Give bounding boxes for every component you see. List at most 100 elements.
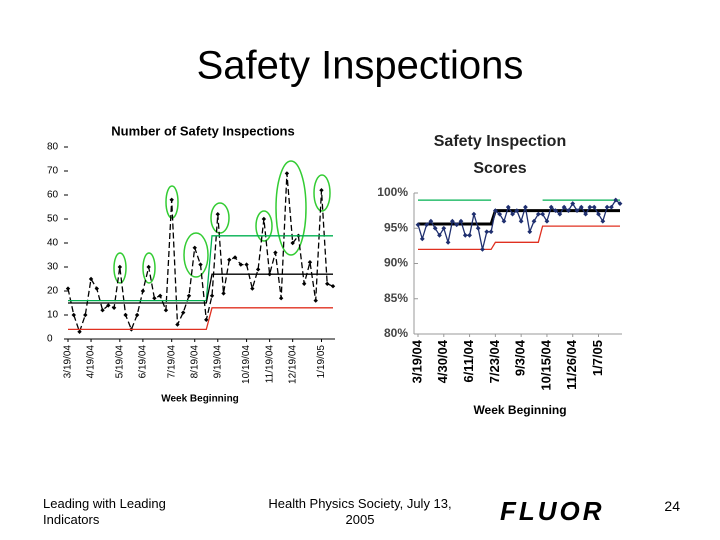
point [488, 229, 494, 235]
point [527, 229, 533, 235]
x-tick-label: 6/19/04 [138, 345, 149, 379]
point [531, 218, 537, 224]
series-line [68, 307, 333, 331]
point [544, 218, 550, 224]
point [505, 204, 511, 210]
point [471, 211, 477, 217]
point [566, 208, 571, 214]
point [600, 218, 606, 224]
x-tick-label: 12/19/04 [287, 345, 298, 384]
x-tick-label: 9/3/04 [513, 339, 528, 376]
y-tick-label: 10 [47, 310, 59, 321]
series-line [68, 273, 333, 304]
point [273, 250, 278, 255]
point [157, 293, 163, 298]
point [313, 298, 318, 303]
point [250, 286, 255, 291]
point [432, 225, 438, 231]
x-tick-label: 10/19/04 [241, 345, 252, 384]
x-tick-label: 9/19/04 [212, 345, 223, 379]
point [475, 225, 481, 231]
point [319, 188, 324, 193]
point [557, 211, 563, 217]
point [570, 201, 576, 206]
point [290, 240, 295, 246]
point [232, 255, 238, 260]
point [123, 312, 128, 318]
point [152, 296, 157, 301]
point [163, 308, 169, 313]
point [301, 281, 307, 286]
highlight [313, 174, 331, 212]
y-tick-label: 70 [47, 166, 59, 177]
point [596, 211, 601, 217]
x-tick-label: 1/7/05 [590, 340, 605, 376]
point [518, 218, 524, 224]
point [307, 260, 313, 265]
point [111, 305, 117, 310]
point [553, 208, 558, 214]
point [65, 286, 71, 291]
point [428, 218, 434, 224]
point [419, 236, 425, 242]
point [261, 216, 267, 222]
x-tick-label: 6/11/04 [461, 339, 476, 382]
y-tick-label: 60 [47, 190, 59, 201]
point [88, 276, 94, 282]
point [480, 247, 485, 252]
point [609, 204, 614, 210]
y-tick-label: 85% [384, 291, 408, 305]
point [221, 291, 226, 296]
point [100, 308, 105, 313]
x-tick-label: 11/19/04 [264, 345, 275, 384]
point [591, 204, 597, 210]
page-number: 24 [664, 498, 680, 514]
point [583, 211, 589, 217]
y-tick-label: 95% [384, 220, 408, 234]
point [117, 264, 123, 270]
point [492, 208, 498, 214]
point [462, 232, 468, 238]
point [441, 225, 447, 231]
y-tick-label: 40 [47, 238, 59, 249]
highlight [142, 252, 156, 284]
point [244, 262, 249, 267]
x-tick-label: 7/19/04 [166, 345, 177, 379]
footer-left: Leading with Leading Indicators [43, 496, 166, 527]
point [134, 312, 140, 318]
point [561, 204, 567, 210]
point [523, 204, 528, 210]
point [437, 232, 442, 238]
point [415, 222, 421, 228]
point [140, 288, 146, 294]
highlight [255, 210, 273, 242]
point [467, 232, 472, 238]
point [175, 322, 180, 327]
point [514, 208, 520, 214]
point [227, 257, 232, 262]
y-tick-label: 100% [377, 185, 408, 199]
point [449, 218, 455, 224]
footer-center: Health Physics Society, July 13, 2005 [268, 496, 452, 527]
y-tick-label: 80% [384, 326, 408, 340]
point [146, 264, 151, 270]
highlight [183, 232, 209, 278]
x-tick-label: 3/19/04 [63, 345, 74, 379]
x-tick-label: 8/19/04 [189, 345, 200, 379]
chart-title: Number of Safety Inspections [111, 123, 294, 138]
point [186, 293, 192, 298]
point [238, 262, 244, 267]
y-tick-label: 0 [47, 334, 53, 345]
point [71, 312, 76, 318]
point [574, 208, 580, 214]
y-tick-label: 50 [47, 214, 59, 225]
x-tick-label: 5/19/04 [114, 345, 125, 379]
x-tick-label: 10/15/04 [538, 339, 553, 390]
highlight [210, 202, 230, 234]
slide-title: Safety Inspections [197, 44, 524, 88]
point [587, 204, 593, 210]
x-tick-label: 7/23/04 [487, 339, 502, 383]
point [169, 197, 174, 202]
